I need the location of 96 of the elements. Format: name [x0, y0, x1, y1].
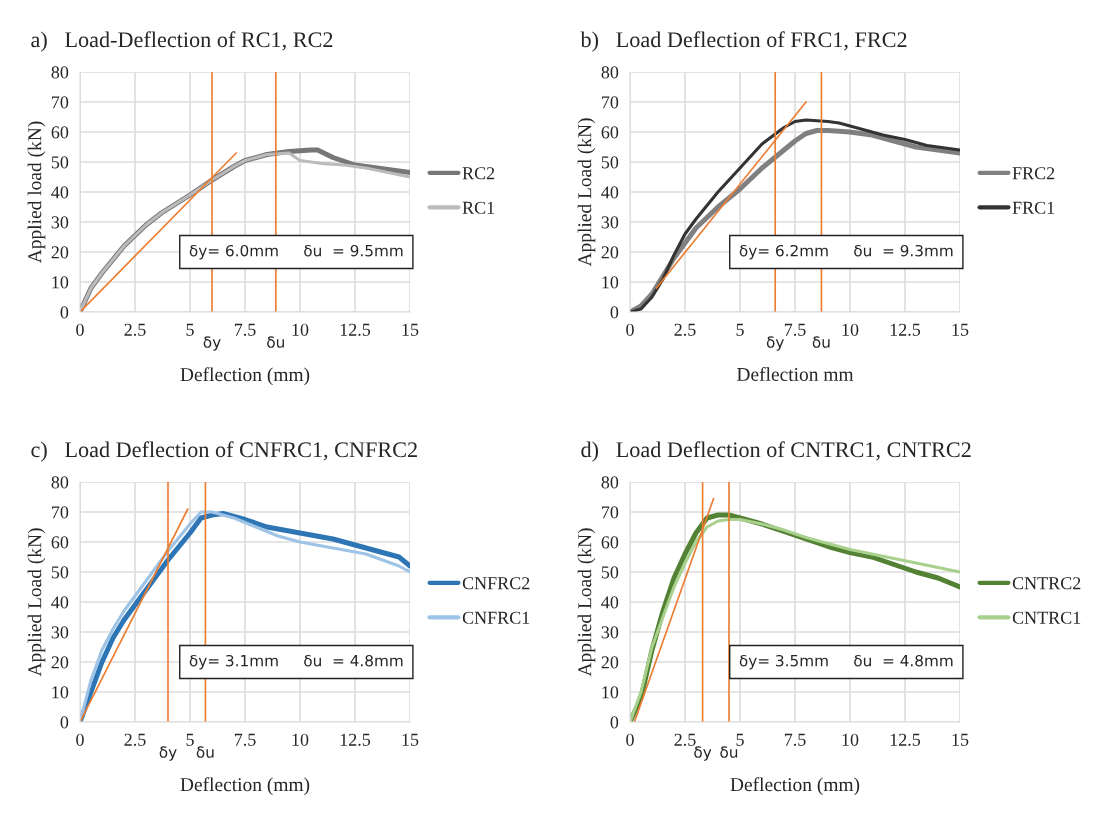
x-tick-label: 5 — [736, 733, 744, 746]
ref-line-label: δu — [196, 746, 214, 758]
legend-label: FRC1 — [1012, 201, 1055, 214]
y-tick-label: 0 — [60, 306, 69, 319]
x-tick-label: 7.5 — [784, 323, 806, 336]
y-tick-label: 80 — [51, 66, 69, 79]
ref-line-label: δy — [159, 746, 177, 761]
annotation: δy= 6.0mm δu = 9.5mm — [189, 244, 403, 260]
y-tick-label: 70 — [602, 96, 619, 109]
y-tick-label: 20 — [51, 656, 69, 669]
x-tick-label: 7.5 — [234, 323, 256, 336]
y-tick-label: 10 — [602, 276, 619, 289]
legend-label: FRC2 — [1012, 167, 1055, 180]
x-tick-label: 12.5 — [890, 323, 921, 336]
legend-label: RC1 — [462, 201, 495, 214]
ref-line-label: δy — [694, 746, 712, 761]
y-tick-label: 20 — [601, 246, 619, 259]
ref-line-label: δy — [766, 336, 784, 351]
legend-label: CNTRC2 — [1012, 577, 1081, 590]
y-tick-label: 60 — [601, 126, 619, 139]
legend-label: RC2 — [462, 167, 495, 180]
y-tick-label: 30 — [51, 216, 69, 229]
y-axis-title: Applied Load (kN) — [577, 528, 596, 677]
y-tick-label: 60 — [601, 536, 619, 549]
x-axis-title: Deflection (mm) — [730, 777, 860, 796]
y-tick-label: 40 — [601, 596, 619, 609]
y-tick-label: 30 — [51, 626, 69, 639]
y-tick-label: 50 — [51, 156, 69, 169]
ref-line-label: δy — [203, 336, 221, 351]
chart-title: a) Load-Deflection of RC1, RC2 — [31, 31, 333, 52]
ref-line-label: δu — [812, 336, 830, 348]
x-tick-label: 5 — [186, 323, 194, 336]
y-axis-title: Applied Load (kN) — [577, 118, 596, 267]
chart-title: d) Load Deflection of CNTRC1, CNTRC2 — [581, 441, 971, 462]
x-tick-label: 12.5 — [340, 733, 371, 746]
y-tick-label: 50 — [51, 566, 69, 579]
y-tick-label: 70 — [602, 506, 619, 519]
x-tick-label: 12.5 — [890, 733, 921, 746]
x-tick-label: 15 — [402, 733, 419, 746]
y-tick-label: 60 — [51, 126, 69, 139]
x-axis-title: Deflection (mm) — [180, 777, 310, 796]
x-axis-title: Deflection mm — [736, 367, 854, 381]
y-tick-label: 50 — [601, 566, 619, 579]
x-tick-label: 7.5 — [784, 733, 806, 746]
chart-title: c) Load Deflection of CNFRC1, CNFRC2 — [31, 441, 417, 462]
x-tick-label: 10 — [292, 323, 309, 336]
y-tick-label: 70 — [52, 96, 69, 109]
y-tick-label: 40 — [601, 186, 619, 199]
y-tick-label: 80 — [51, 476, 69, 489]
x-tick-label: 15 — [952, 733, 969, 746]
y-tick-label: 20 — [51, 246, 69, 259]
y-tick-label: 0 — [60, 716, 69, 729]
x-tick-label: 2.5 — [124, 323, 146, 336]
y-tick-label: 70 — [52, 506, 69, 519]
x-tick-label: 2.5 — [124, 733, 146, 746]
x-tick-label: 5 — [186, 733, 194, 746]
y-tick-label: 10 — [52, 686, 69, 699]
x-tick-label: 0 — [626, 733, 634, 746]
x-axis-title: Deflection (mm) — [180, 367, 310, 386]
y-tick-label: 0 — [610, 306, 619, 319]
x-tick-label: 0 — [76, 323, 84, 336]
x-tick-label: 0 — [626, 323, 634, 336]
x-tick-label: 10 — [842, 323, 859, 336]
y-tick-label: 40 — [51, 186, 69, 199]
y-tick-label: 30 — [601, 216, 619, 229]
annotation: δy= 6.2mm δu = 9.3mm — [739, 244, 953, 260]
annotation: δy= 3.1mm δu = 4.8mm — [189, 654, 403, 670]
ref-line-label: δu — [267, 336, 284, 348]
x-tick-label: 7.5 — [234, 733, 256, 746]
chart-title: b) Load Deflection of FRC1, FRC2 — [580, 31, 907, 52]
x-tick-label: 5 — [736, 323, 744, 336]
legend-label: CNFRC1 — [462, 611, 530, 624]
annotation: δy= 3.5mm δu = 4.8mm — [739, 654, 953, 670]
ref-line-label: δu — [720, 746, 738, 758]
y-tick-label: 10 — [52, 276, 69, 289]
y-axis-title: Applied Load (kN) — [27, 528, 46, 677]
y-tick-label: 40 — [51, 596, 69, 609]
legend-label: CNTRC1 — [1012, 611, 1081, 624]
x-tick-label: 15 — [952, 323, 969, 336]
x-tick-label: 12.5 — [340, 323, 371, 336]
y-tick-label: 0 — [610, 716, 619, 729]
legend-label: CNFRC2 — [462, 577, 530, 590]
y-tick-label: 80 — [601, 66, 619, 79]
y-tick-label: 10 — [602, 686, 619, 699]
y-tick-label: 50 — [601, 156, 619, 169]
y-axis-title: Applied load (kN) — [27, 121, 46, 264]
x-tick-label: 10 — [292, 733, 309, 746]
y-tick-label: 60 — [51, 536, 69, 549]
y-tick-label: 80 — [601, 476, 619, 489]
x-tick-label: 10 — [842, 733, 859, 746]
x-tick-label: 2.5 — [674, 733, 696, 746]
x-tick-label: 15 — [402, 323, 419, 336]
y-tick-label: 20 — [601, 656, 619, 669]
x-tick-label: 2.5 — [674, 323, 696, 336]
y-tick-label: 30 — [601, 626, 619, 639]
x-tick-label: 0 — [76, 733, 84, 746]
